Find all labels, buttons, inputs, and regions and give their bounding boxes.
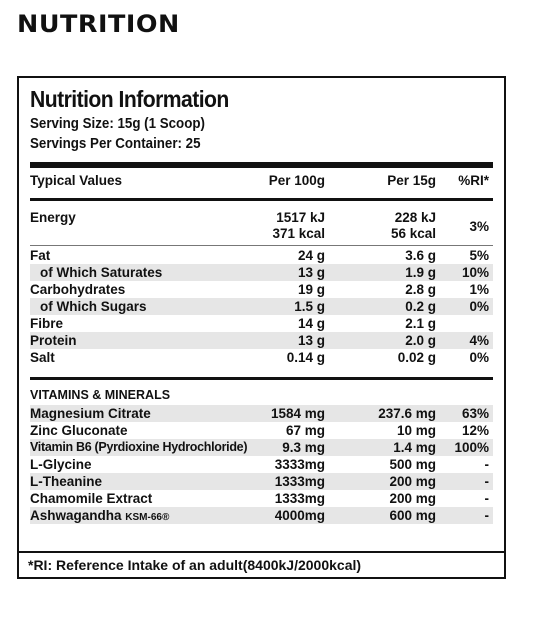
energy-label: Energy <box>30 210 76 225</box>
row-per100: 19 g <box>297 282 325 297</box>
row-per100: 14 g <box>297 316 325 331</box>
row-per15: 2.0 g <box>405 333 436 348</box>
table-row: Protein 13 g 2.0 g 4% <box>30 332 493 349</box>
section-title: NUTRITION <box>17 10 180 38</box>
vitamins-heading: VITAMINS & MINERALS <box>30 388 171 402</box>
row-label: Fat <box>30 248 51 263</box>
table-row: of Which Saturates 13 g 1.9 g 10% <box>30 264 493 281</box>
table-row: of Which Sugars 1.5 g 0.2 g 0% <box>30 298 493 315</box>
vitamins-heading-row: VITAMINS & MINERALS <box>30 387 493 404</box>
energy-ri: 3% <box>469 219 489 234</box>
table-row: Salt 0.14 g 0.02 g 0% <box>30 349 493 366</box>
row-ri: 63% <box>461 406 489 421</box>
row-ri: - <box>484 508 490 523</box>
row-ri: 5% <box>469 248 489 263</box>
row-per100: 1584 mg <box>270 406 325 421</box>
row-label: Salt <box>30 350 55 365</box>
energy-per100: 1517 kJ 371 kcal <box>272 210 325 242</box>
row-label: of Which Saturates <box>40 265 163 280</box>
row-per100: 4000mg <box>274 508 325 523</box>
row-label: L-Theanine <box>30 474 103 489</box>
row-per15: 237.6 mg <box>378 406 436 421</box>
row-label: Fibre <box>30 316 64 331</box>
row-ri: - <box>484 457 490 472</box>
row-per100: 13 g <box>297 265 325 280</box>
divider-thin <box>30 245 493 246</box>
row-ri: 12% <box>461 423 489 438</box>
energy-per15: 228 kJ 56 kcal <box>391 210 436 242</box>
row-per15: 10 mg <box>396 423 436 438</box>
table-row: L-Glycine 3333mg 500 mg - <box>30 456 493 473</box>
table-row: Carbohydrates 19 g 2.8 g 1% <box>30 281 493 298</box>
row-label: Chamomile Extract <box>30 491 153 506</box>
panel-title: Nutrition Information <box>30 86 229 112</box>
energy-row: Energy 1517 kJ 371 kcal 228 kJ 56 kcal 3… <box>30 210 493 244</box>
divider-mid <box>30 198 493 201</box>
row-per15: 0.02 g <box>397 350 436 365</box>
row-ri: - <box>484 474 490 489</box>
table-row: L-Theanine 1333mg 200 mg - <box>30 473 493 490</box>
row-label: Carbohydrates <box>30 282 126 297</box>
row-ri: 0% <box>469 350 489 365</box>
table-row: Vitamin B6 (Pyrdioxine Hydrochloride) 9.… <box>30 439 493 456</box>
row-label: Vitamin B6 (Pyrdioxine Hydrochloride) <box>30 440 248 454</box>
energy-per15-kj: 228 kJ <box>394 210 436 225</box>
header-per-100g: Per 100g <box>268 173 325 188</box>
table-row: Zinc Gluconate 67 mg 10 mg 12% <box>30 422 493 439</box>
table-row: Fat 24 g 3.6 g 5% <box>30 247 493 264</box>
row-label: of Which Sugars <box>40 299 147 314</box>
energy-per100-kj: 1517 kJ <box>276 210 325 225</box>
row-per15: 3.6 g <box>405 248 436 263</box>
row-per100: 3333mg <box>274 457 325 472</box>
header-ri: %RI* <box>458 173 489 188</box>
row-label: Zinc Gluconate <box>30 423 128 438</box>
footnote: *RI: Reference Intake of an adult(8400kJ… <box>17 551 506 578</box>
row-ri: 0% <box>469 299 489 314</box>
row-ri: 10% <box>461 265 489 280</box>
row-per100: 13 g <box>297 333 325 348</box>
ashwagandha-label: Ashwagandha <box>30 508 122 523</box>
panel-inner: Nutrition Information Serving Size: 15g … <box>30 78 493 577</box>
row-per15: 200 mg <box>389 474 436 489</box>
row-per100: 9.3 mg <box>282 440 325 455</box>
energy-per15-kcal: 56 kcal <box>390 226 436 241</box>
energy-per100-kcal: 371 kcal <box>272 226 325 241</box>
row-label: Magnesium Citrate <box>30 406 151 421</box>
row-label: L-Glycine <box>30 457 92 472</box>
header-row: Typical Values Per 100g Per 15g %RI* <box>30 171 493 191</box>
header-typical-values: Typical Values <box>30 173 123 188</box>
ksm66-mark: KSM-66® <box>125 512 170 523</box>
row-ri: - <box>484 491 490 506</box>
servings-per-container: Servings Per Container: 25 <box>30 136 201 152</box>
row-per15: 1.4 mg <box>393 440 436 455</box>
table-row: Fibre 14 g 2.1 g <box>30 315 493 332</box>
divider-mid <box>30 377 493 380</box>
nutrition-panel: Nutrition Information Serving Size: 15g … <box>17 76 506 579</box>
row-ri: 1% <box>469 282 489 297</box>
row-per100: 1.5 g <box>294 299 325 314</box>
row-per15: 1.9 g <box>405 265 436 280</box>
row-per15: 600 mg <box>389 508 436 523</box>
row-per100: 1333mg <box>274 474 325 489</box>
row-per100: 67 mg <box>285 423 325 438</box>
row-label: Ashwagandha KSM-66® <box>30 507 169 526</box>
table-row: Ashwagandha KSM-66® 4000mg 600 mg - <box>30 507 493 524</box>
row-per15: 2.8 g <box>405 282 436 297</box>
row-per15: 500 mg <box>389 457 436 472</box>
serving-size: Serving Size: 15g (1 Scoop) <box>30 116 205 132</box>
table-row: Chamomile Extract 1333mg 200 mg - <box>30 490 493 507</box>
divider-thick <box>30 162 493 168</box>
row-per100: 1333mg <box>274 491 325 506</box>
row-per15: 200 mg <box>389 491 436 506</box>
row-per15: 0.2 g <box>405 299 436 314</box>
header-per-15g: Per 15g <box>387 173 436 188</box>
row-per100: 0.14 g <box>286 350 325 365</box>
row-per100: 24 g <box>297 248 325 263</box>
row-per15: 2.1 g <box>405 316 436 331</box>
row-label: Protein <box>30 333 77 348</box>
table-row: Magnesium Citrate 1584 mg 237.6 mg 63% <box>30 405 493 422</box>
row-ri: 4% <box>469 333 489 348</box>
row-ri: 100% <box>454 440 489 455</box>
